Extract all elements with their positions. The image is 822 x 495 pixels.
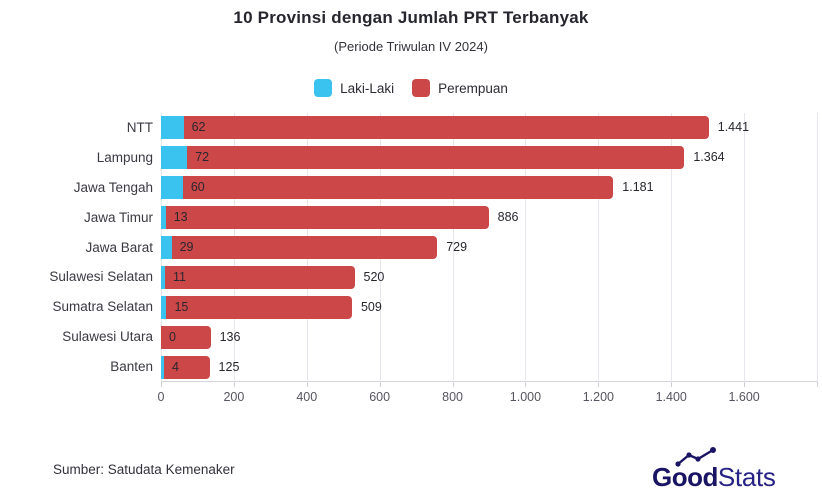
x-tick-label: 1.600: [728, 390, 760, 404]
x-tick-label: 1.400: [655, 390, 687, 404]
bar-segment-perempuan: [165, 265, 355, 289]
legend-label: Laki-Laki: [340, 80, 395, 96]
value-label-perempuan: 509: [360, 299, 382, 314]
axis-tick: [161, 382, 162, 387]
category-label: Lampung: [96, 149, 153, 165]
bar-segment-laki-laki: [161, 206, 166, 230]
bar-segment-perempuan: [187, 146, 685, 170]
x-tick-label: 600: [369, 390, 391, 404]
gridline: [452, 113, 454, 382]
value-label-perempuan: 125: [218, 359, 240, 374]
legend-swatch-laki-laki: [314, 79, 333, 97]
value-label-laki-laki: 60: [190, 180, 205, 195]
bar-segment-laki-laki: [161, 176, 183, 200]
x-tick-label: 0: [157, 390, 165, 404]
category-label: Jawa Barat: [85, 239, 153, 255]
x-tick-label: 400: [296, 390, 318, 404]
value-label-perempuan: 729: [446, 240, 468, 254]
gridline: [817, 113, 818, 382]
category-label: Sumatra Selatan: [52, 299, 153, 315]
axis-tick: [525, 382, 527, 387]
axis-tick: [744, 382, 746, 387]
value-label-perempuan: 1.364: [693, 150, 725, 165]
x-tick-label: 800: [442, 390, 463, 404]
logo-stats: Stats: [717, 462, 776, 492]
value-label-laki-laki: 11: [173, 269, 186, 284]
category-label: Sulawesi Utara: [62, 329, 153, 345]
value-label-perempuan: 1.181: [622, 180, 654, 195]
chart-title: 10 Provinsi dengan Jumlah PRT Terbanyak: [233, 8, 589, 27]
axis-tick: [598, 382, 600, 387]
legend-item-perempuan: Perempuan: [412, 79, 508, 97]
gridline: [525, 113, 527, 382]
plot-area: 0 200 400 600 800 1.000 1.200 1.400 1.600 62 1.441…: [158, 113, 818, 404]
bar-segment-perempuan: [182, 176, 614, 200]
x-tick-label: 1.000: [509, 390, 542, 404]
value-label-perempuan: 136: [219, 329, 241, 344]
legend-swatch-perempuan: [412, 79, 431, 97]
value-label-laki-laki: 15: [174, 299, 189, 314]
gridline: [744, 113, 746, 382]
chart-subtitle: (Periode Triwulan IV 2024): [334, 39, 488, 54]
value-label-laki-laki: 62: [191, 120, 206, 135]
category-label: Jawa Timur: [83, 209, 153, 225]
bar-segment-perempuan: [183, 116, 709, 140]
value-label-laki-laki: 4: [172, 359, 179, 374]
logo-text: GoodStats: [652, 463, 776, 491]
bar-segment-perempuan: [161, 325, 211, 349]
bar-segment-laki-laki: [161, 146, 188, 170]
value-label-laki-laki: 13: [173, 210, 188, 225]
axis-tick: [233, 382, 235, 387]
x-tick-label: 200: [223, 390, 245, 404]
bar-segment-laki-laki: [161, 295, 167, 319]
category-label: Sulawesi Selatan: [49, 269, 153, 285]
category-label: Jawa Tengah: [73, 179, 153, 195]
value-label-perempuan: 1.441: [717, 120, 750, 135]
category-label: Banten: [110, 359, 153, 375]
bar-segment-perempuan: [166, 295, 352, 319]
bar-segment-laki-laki: [161, 355, 164, 379]
value-label-perempuan: 520: [363, 269, 385, 284]
bar-segment-perempuan: [164, 355, 210, 379]
legend-item-laki-laki: Laki-Laki: [314, 79, 394, 97]
axis-tick: [306, 382, 308, 387]
bar-segment-perempuan: [171, 236, 438, 259]
bar-segment-laki-laki: [161, 236, 172, 259]
bar-segment-laki-laki: [161, 265, 165, 289]
source-note: Sumber: Satudata Kemenaker: [53, 462, 235, 477]
bar-segment-perempuan: [165, 206, 489, 230]
category-label: NTT: [126, 120, 153, 135]
value-label-laki-laki: 29: [179, 240, 194, 254]
axis-tick: [671, 382, 673, 387]
axis-tick: [452, 382, 454, 387]
axis-tick: [817, 382, 818, 387]
legend-label: Perempuan: [438, 80, 508, 96]
trend-line-icon: [675, 447, 716, 467]
axis-tick: [379, 382, 381, 387]
x-tick-label: 1.200: [582, 390, 614, 404]
gridline: [598, 113, 600, 382]
goodstats-logo: GoodStats: [652, 447, 802, 493]
logo-good: Good: [652, 462, 718, 492]
value-label-perempuan: 886: [497, 210, 519, 225]
bar-segment-laki-laki: [161, 116, 184, 140]
value-label-laki-laki: 72: [195, 150, 210, 165]
value-label-laki-laki: 0: [169, 329, 176, 344]
legend: Laki-Laki Perempuan: [0, 79, 822, 97]
gridline: [671, 113, 673, 382]
